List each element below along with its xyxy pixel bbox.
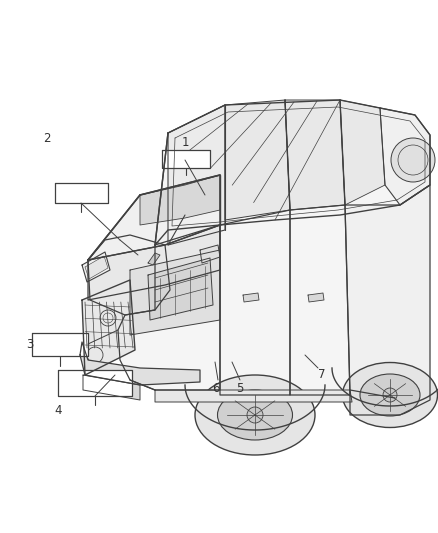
Ellipse shape bbox=[218, 390, 293, 440]
Circle shape bbox=[383, 388, 397, 402]
Polygon shape bbox=[85, 256, 108, 279]
Polygon shape bbox=[88, 175, 220, 260]
Polygon shape bbox=[83, 375, 140, 400]
Polygon shape bbox=[243, 293, 259, 302]
Polygon shape bbox=[168, 105, 225, 245]
Polygon shape bbox=[82, 252, 110, 282]
Polygon shape bbox=[380, 108, 430, 205]
Polygon shape bbox=[88, 225, 220, 300]
Polygon shape bbox=[148, 253, 160, 265]
Polygon shape bbox=[58, 370, 132, 396]
Ellipse shape bbox=[360, 374, 420, 416]
Polygon shape bbox=[220, 210, 290, 395]
Polygon shape bbox=[290, 205, 350, 395]
Polygon shape bbox=[200, 245, 220, 263]
Text: 6: 6 bbox=[212, 382, 220, 394]
Text: 4: 4 bbox=[54, 403, 62, 416]
Polygon shape bbox=[88, 235, 170, 315]
Text: 3: 3 bbox=[26, 338, 34, 351]
Polygon shape bbox=[162, 150, 210, 168]
Polygon shape bbox=[155, 390, 352, 402]
Text: 1: 1 bbox=[181, 135, 189, 149]
Polygon shape bbox=[308, 293, 324, 302]
Polygon shape bbox=[55, 183, 108, 203]
Polygon shape bbox=[32, 333, 88, 356]
Ellipse shape bbox=[195, 375, 315, 455]
Circle shape bbox=[247, 407, 263, 423]
Circle shape bbox=[391, 138, 435, 182]
Polygon shape bbox=[130, 250, 220, 335]
Ellipse shape bbox=[343, 362, 438, 427]
Text: 5: 5 bbox=[237, 382, 244, 394]
Polygon shape bbox=[118, 225, 220, 390]
Polygon shape bbox=[345, 185, 430, 415]
Text: 7: 7 bbox=[318, 368, 326, 382]
Polygon shape bbox=[140, 175, 220, 225]
Polygon shape bbox=[155, 100, 430, 245]
Polygon shape bbox=[340, 100, 385, 205]
Polygon shape bbox=[82, 280, 135, 375]
Polygon shape bbox=[225, 100, 290, 220]
Text: 2: 2 bbox=[43, 132, 51, 144]
Polygon shape bbox=[285, 100, 345, 210]
Polygon shape bbox=[148, 258, 213, 320]
Polygon shape bbox=[80, 342, 200, 385]
